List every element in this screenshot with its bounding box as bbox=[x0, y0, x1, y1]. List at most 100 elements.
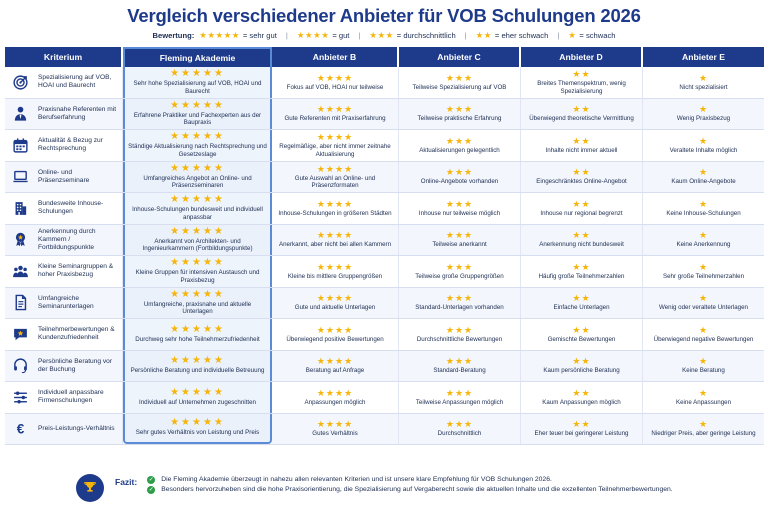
rating-cell-anbieter-c: ★★★ Teilweise praktische Erfahrung bbox=[399, 98, 521, 129]
svg-text:€: € bbox=[16, 422, 24, 437]
criterion-label: Persönliche Beratung vor der Buchung bbox=[38, 357, 113, 373]
rating-cell-anbieter-c: ★★★ Teilweise anerkannt bbox=[399, 224, 521, 255]
trophy-icon bbox=[76, 474, 104, 502]
criterion-label: Aktualität & Bezug zur Rechtsprechung bbox=[38, 137, 103, 153]
star-rating: ★★★★ bbox=[316, 163, 354, 174]
legend-separator: | bbox=[358, 31, 361, 40]
rating-text: Niedriger Preis, aber geringe Leistung bbox=[651, 430, 756, 438]
rating-cell-anbieter-c: ★★★ Durchschnittlich bbox=[399, 413, 521, 444]
criterion-label: Individuell anpassbare Firmenschulungen bbox=[38, 389, 104, 405]
rating-cell-fleming-akademie: ★★★★★ Durchweg sehr hohe Teilnehmerzufrie… bbox=[123, 319, 272, 350]
fazit-point: ✓ Besonders hervorzuheben sind die hohe … bbox=[147, 486, 673, 495]
rating-text: Überwiegend theoretische Vermittlung bbox=[529, 115, 634, 123]
legend-text-2: = eher schwach bbox=[494, 31, 549, 40]
criterion-cell: Aktualität & Bezug zur Rechtsprechung bbox=[5, 130, 123, 161]
person-icon bbox=[10, 104, 30, 124]
star-rating: ★ bbox=[698, 72, 709, 83]
criterion-label: Teilnehmerbewertungen & Kundenzufriedenh… bbox=[38, 326, 115, 342]
star-rating: ★★★★★ bbox=[170, 68, 225, 80]
rating-cell-anbieter-b: ★★★★ Kleine bis mittlere Gruppengrößen bbox=[272, 256, 399, 287]
rating-cell-anbieter-d: ★★ Inhalte nicht immer aktuell bbox=[521, 130, 643, 161]
table-row: € Preis-Leistungs-Verhältnis ★★★★★ Sehr gut… bbox=[5, 413, 764, 445]
star-rating: ★★ bbox=[572, 198, 591, 209]
star-rating: ★★★ bbox=[445, 135, 474, 146]
rating-cell-anbieter-c: ★★★ Standard-Unterlagen vorhanden bbox=[399, 287, 521, 318]
rating-text: Anerkannt von Architekten- und Ingenieur… bbox=[142, 237, 253, 253]
star-rating: ★★ bbox=[572, 387, 591, 398]
rating-cell-anbieter-e: ★ Keine Anerkennung bbox=[643, 224, 764, 255]
rating-text: Anpassungen möglich bbox=[304, 398, 366, 406]
rating-text: Durchschnittlich bbox=[437, 430, 482, 438]
rating-cell-anbieter-e: ★ Niedriger Preis, aber geringe Leistung bbox=[643, 413, 764, 444]
target-icon bbox=[10, 72, 30, 92]
star-rating: ★★ bbox=[572, 135, 591, 146]
star-rating: ★ bbox=[698, 419, 709, 430]
rating-text: Durchschnittliche Bewertungen bbox=[416, 335, 503, 343]
star-rating: ★★★★★ bbox=[170, 194, 225, 206]
rating-text: Gute Auswahl an Online- und Präsenzforma… bbox=[294, 174, 376, 190]
table-row: Aktualität & Bezug zur Rechtsprechung ★★★… bbox=[5, 130, 764, 162]
table-row: Kleine Seminargruppen & hoher Praxisbezu… bbox=[5, 256, 764, 288]
star-rating: ★★★★★ bbox=[170, 355, 225, 367]
rating-cell-anbieter-d: ★★ Kaum Anpassungen möglich bbox=[521, 382, 643, 413]
header-anbieter-e: Anbieter E bbox=[643, 47, 764, 67]
criterion-cell: Persönliche Beratung vor der Buchung bbox=[5, 350, 123, 381]
rating-cell-anbieter-b: ★★★★ Anpassungen möglich bbox=[272, 382, 399, 413]
rating-text: Umfangreiche, praxisnahe und aktuelle Un… bbox=[143, 300, 252, 316]
criterion-label: Umfangreiche Seminarunterlagen bbox=[38, 294, 94, 310]
rating-text: Veraltete Inhalte möglich bbox=[669, 146, 738, 154]
rating-text: Keine Anpassungen bbox=[675, 398, 732, 406]
rating-text: Standard-Beratung bbox=[433, 367, 486, 375]
star-rating: ★ bbox=[698, 135, 709, 146]
legend-text-1: = schwach bbox=[579, 31, 616, 40]
star-rating: ★ bbox=[698, 198, 709, 209]
legend-item-3: ★★★ = durchschnittlich bbox=[369, 30, 455, 41]
rating-cell-anbieter-c: ★★★ Durchschnittliche Bewertungen bbox=[399, 319, 521, 350]
rating-text: Sehr gutes Verhältnis von Leistung und P… bbox=[135, 429, 260, 437]
star-rating: ★★★★ bbox=[316, 324, 354, 335]
header-fleming-akademie: Fleming Akademie bbox=[123, 47, 272, 67]
rating-cell-fleming-akademie: ★★★★★ Inhouse-Schulungen bundesweit und i… bbox=[123, 193, 272, 224]
rating-text: Einfache Unterlagen bbox=[553, 304, 610, 312]
rating-text: Anerkennung nicht bundesweit bbox=[539, 241, 624, 249]
criterion-label: Kleine Seminargruppen & hoher Praxisbezu… bbox=[38, 263, 114, 279]
rating-text: Teilweise anerkannt bbox=[432, 241, 487, 249]
star-rating: ★★★★ bbox=[316, 261, 354, 272]
rating-text: Keine Beratung bbox=[682, 367, 725, 375]
fazit-section: Fazit: ✓ Die Fleming Akademie überzeugt … bbox=[76, 474, 756, 510]
rating-cell-fleming-akademie: ★★★★★ Persönliche Beratung und individuel… bbox=[123, 350, 272, 381]
star-rating: ★★★★ bbox=[316, 132, 354, 143]
table-header: Kriterium Fleming Akademie Anbieter B An… bbox=[5, 47, 764, 67]
rating-text: Kleine bis mittlere Gruppengrößen bbox=[287, 272, 383, 280]
table-row: Online- und Präsenzseminare ★★★★★ Umfangre… bbox=[5, 161, 764, 193]
rating-cell-fleming-akademie: ★★★★★ Individuell auf Unternehmen zugesch… bbox=[123, 382, 272, 413]
rating-text: Keine Anerkennung bbox=[676, 241, 731, 249]
rating-cell-fleming-akademie: ★★★★★ Umfangreiches Angebot an Online- un… bbox=[123, 161, 272, 192]
table-row: Persönliche Beratung vor der Buchung ★★★★… bbox=[5, 350, 764, 382]
fazit-point-text: Besonders hervorzuheben sind die hohe Pr… bbox=[161, 486, 673, 494]
star-rating: ★★★ bbox=[445, 419, 474, 430]
star-rating: ★★★ bbox=[445, 324, 474, 335]
star-rating: ★★★★★ bbox=[170, 417, 225, 429]
star-rating: ★★ bbox=[572, 293, 591, 304]
star-rating: ★★★ bbox=[445, 293, 474, 304]
rating-cell-anbieter-d: ★★ Eingeschränktes Online-Angebot bbox=[521, 161, 643, 192]
criterion-label: Praxisnahe Referenten mit Berufserfahrun… bbox=[38, 105, 117, 121]
rating-cell-anbieter-b: ★★★★ Regelmäßige, aber nicht immer zeitna… bbox=[272, 130, 399, 161]
criterion-label: Spezialisierung auf VOB, HOAI und Baurec… bbox=[38, 74, 112, 90]
rating-text: Nicht spezialisiert bbox=[679, 83, 728, 91]
rating-text: Breites Themenspektrum, wenig Spezialisi… bbox=[537, 80, 626, 95]
star-rating: ★ bbox=[698, 230, 709, 241]
criterion-cell: Bundesweite Inhouse-Schulungen bbox=[5, 193, 123, 224]
rating-cell-anbieter-b: ★★★★ Beratung auf Anfrage bbox=[272, 350, 399, 381]
award-icon bbox=[10, 230, 30, 250]
rating-cell-anbieter-d: ★★ Breites Themenspektrum, wenig Speziali… bbox=[521, 67, 643, 98]
rating-cell-fleming-akademie: ★★★★★ Ständige Aktualisierung nach Rechts… bbox=[123, 130, 272, 161]
rating-text: Häufig große Teilnehmerzahlen bbox=[538, 272, 625, 280]
legend-text-5: = sehr gut bbox=[242, 31, 277, 40]
criterion-cell: Praxisnahe Referenten mit Berufserfahrun… bbox=[5, 98, 123, 129]
rating-text: Durchweg sehr hohe Teilnehmerzufriedenhe… bbox=[135, 335, 260, 343]
rating-text: Kaum Anpassungen möglich bbox=[542, 398, 621, 406]
legend-stars-4: ★★★★ bbox=[296, 30, 330, 40]
table-row: Individuell anpassbare Firmenschulungen ★… bbox=[5, 382, 764, 414]
